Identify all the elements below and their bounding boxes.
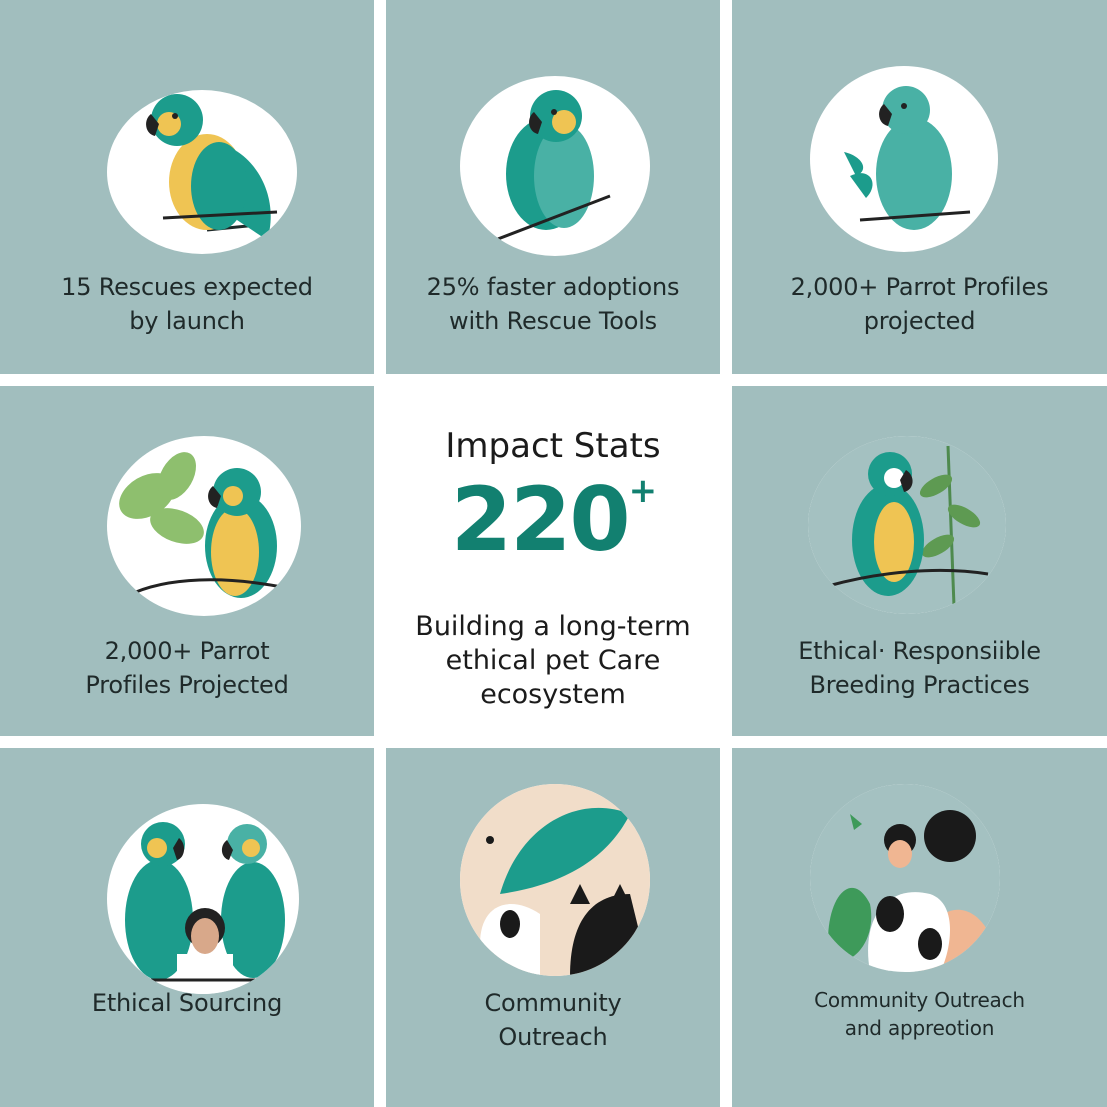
bird-with-dog-cat-icon <box>460 784 650 976</box>
parrot-with-leaves-icon <box>810 66 998 252</box>
parrots-with-person-icon <box>107 804 299 994</box>
stat-tile-ethical-breeding: Ethical· Responsiible Breeding Practices <box>732 386 1107 736</box>
stat-caption: Community Outreach and appreotion <box>814 988 1025 1040</box>
stat-caption: Ethical Sourcing <box>91 989 283 1017</box>
parrot-with-foliage-icon <box>808 436 1006 614</box>
stat-tile-community-appreciation: Community Outreach and appreotion <box>732 748 1107 1107</box>
people-with-dog-icon <box>810 784 1000 972</box>
stat-caption: Ethical· Responsiible Breeding Practices <box>798 637 1041 699</box>
stat-caption: 2,000+ Parrot Profiles Projected <box>85 637 289 699</box>
impact-stats-title: Impact Stats <box>445 426 661 466</box>
stat-tile-parrot-profiles-alt: 2,000+ Parrot Profiles Projected <box>0 386 374 736</box>
stat-caption: 2,000+ Parrot Profiles projected <box>790 273 1049 335</box>
stat-caption: Community Outreach <box>484 989 622 1051</box>
stat-caption: 15 Rescues expected by launch <box>61 273 313 335</box>
impact-stats-panel: Impact Stats 220+ Building a long-term e… <box>386 386 720 736</box>
stat-tile-adoptions: 25% faster adoptions with Rescue Tools <box>386 0 720 374</box>
stat-caption: 25% faster adoptions with Rescue Tools <box>426 273 680 335</box>
stat-tile-community-outreach: Community Outreach <box>386 748 720 1107</box>
stat-tile-ethical-sourcing: Ethical Sourcing <box>0 748 374 1107</box>
parrot-teal-yellow-icon <box>107 90 297 254</box>
stat-tile-parrot-profiles: 2,000+ Parrot Profiles projected <box>732 0 1107 374</box>
parrot-on-branch-icon <box>107 436 301 616</box>
parrot-teal-icon <box>460 76 650 256</box>
impact-stats-description: Building a long-term ethical pet Care ec… <box>415 611 691 710</box>
stat-tile-rescues: 15 Rescues expected by launch <box>0 0 374 374</box>
impact-stats-number: 220+ <box>450 468 657 571</box>
